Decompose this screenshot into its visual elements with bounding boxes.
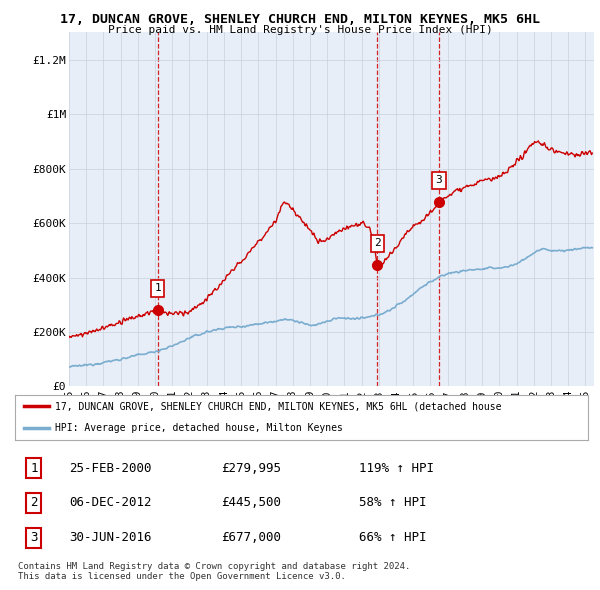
Text: 2: 2: [30, 496, 38, 510]
Text: 25-FEB-2000: 25-FEB-2000: [70, 461, 152, 474]
Text: 3: 3: [436, 175, 442, 185]
Text: 17, DUNCAN GROVE, SHENLEY CHURCH END, MILTON KEYNES, MK5 6HL: 17, DUNCAN GROVE, SHENLEY CHURCH END, MI…: [60, 13, 540, 26]
Text: 1: 1: [30, 461, 38, 474]
Text: £445,500: £445,500: [221, 496, 281, 510]
Text: Contains HM Land Registry data © Crown copyright and database right 2024.
This d: Contains HM Land Registry data © Crown c…: [18, 562, 410, 581]
Text: 30-JUN-2016: 30-JUN-2016: [70, 532, 152, 545]
Text: Price paid vs. HM Land Registry's House Price Index (HPI): Price paid vs. HM Land Registry's House …: [107, 25, 493, 35]
Text: 17, DUNCAN GROVE, SHENLEY CHURCH END, MILTON KEYNES, MK5 6HL (detached house: 17, DUNCAN GROVE, SHENLEY CHURCH END, MI…: [55, 401, 502, 411]
Text: 119% ↑ HPI: 119% ↑ HPI: [359, 461, 434, 474]
Text: 58% ↑ HPI: 58% ↑ HPI: [359, 496, 426, 510]
Text: 2: 2: [374, 238, 381, 248]
Text: 1: 1: [154, 283, 161, 293]
Text: 3: 3: [30, 532, 38, 545]
Text: £279,995: £279,995: [221, 461, 281, 474]
Text: £677,000: £677,000: [221, 532, 281, 545]
Text: 66% ↑ HPI: 66% ↑ HPI: [359, 532, 426, 545]
Text: HPI: Average price, detached house, Milton Keynes: HPI: Average price, detached house, Milt…: [55, 424, 343, 434]
Text: 06-DEC-2012: 06-DEC-2012: [70, 496, 152, 510]
